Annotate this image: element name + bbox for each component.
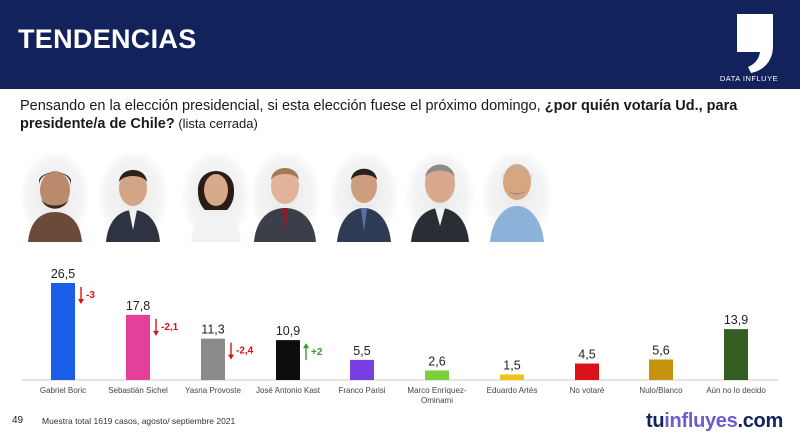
value-label-2: 11,3 xyxy=(201,323,224,337)
bar-5 xyxy=(425,370,449,380)
change-arrow-head-0 xyxy=(78,299,84,304)
value-label-5: 2,6 xyxy=(428,354,445,368)
value-label-0: 26,5 xyxy=(51,267,75,281)
bar-8 xyxy=(649,359,673,380)
brand-part-tu: tu xyxy=(646,410,665,432)
bar-9 xyxy=(724,329,748,380)
change-label-1: -2,1 xyxy=(161,322,179,333)
bar-2 xyxy=(201,338,225,380)
bar-7 xyxy=(575,363,599,380)
tick-label-9: Aún no lo decido xyxy=(706,386,766,395)
value-label-7: 4,5 xyxy=(578,348,595,362)
tick-label-2: Yasna Provoste xyxy=(185,386,241,395)
bar-6 xyxy=(500,374,524,380)
question-emphasis: ¿por quién votaría Ud., para presidente/… xyxy=(20,98,738,132)
change-label-3: +2 xyxy=(311,347,323,358)
portrait-enriquez-ominami xyxy=(405,150,475,242)
brand-label: DATA INFLUYE xyxy=(719,74,779,83)
brand-part-com: .com xyxy=(737,410,783,432)
portrait-provoste xyxy=(181,150,251,242)
question-note: (lista cerrada) xyxy=(174,116,258,131)
portrait-boric xyxy=(20,150,90,242)
tick-label-1: Sebastián Sichel xyxy=(108,386,168,395)
change-label-0: -3 xyxy=(86,290,95,301)
candidate-portraits xyxy=(0,150,800,250)
tick-label-6: Eduardo Artés xyxy=(487,386,538,395)
tick-label-3: José Antonio Kast xyxy=(256,386,321,395)
page-number: 49 xyxy=(12,415,24,426)
bar-0 xyxy=(51,283,75,380)
tick-label-4: Franco Parisi xyxy=(338,386,385,395)
tick-label-0: Gabriel Boric xyxy=(40,386,86,395)
page-title: TENDENCIAS xyxy=(18,24,197,54)
change-arrow-head-1 xyxy=(153,330,159,336)
quote-logo-icon xyxy=(737,14,773,73)
portrait-parisi xyxy=(329,150,399,242)
tick-label-8: Nulo/Blanco xyxy=(639,386,683,395)
change-arrow-head-3 xyxy=(303,343,309,349)
value-label-8: 5,6 xyxy=(652,344,669,358)
value-label-3: 10,9 xyxy=(276,324,300,338)
header-banner: TENDENCIAS DATA INFLUYE xyxy=(0,0,800,89)
sample-note: Muestra total 1619 casos, agosto/ septie… xyxy=(42,416,236,426)
portrait-sichel xyxy=(98,150,168,242)
tick-label-5: Marco Enríquez-Ominami xyxy=(407,386,466,405)
change-label-2: -2,4 xyxy=(236,346,254,357)
portrait-kast xyxy=(250,150,320,242)
value-label-4: 5,5 xyxy=(353,344,370,358)
survey-question: Pensando en la elección presidencial, si… xyxy=(20,97,790,133)
footer-brand: tuinfluyes.com xyxy=(646,410,783,433)
brand-part-influyes: influyes xyxy=(664,410,738,432)
bar-1 xyxy=(126,314,150,380)
portrait-artes xyxy=(482,150,552,242)
bar-3 xyxy=(276,340,300,380)
tick-label-7: No votaré xyxy=(570,386,605,395)
bar-4 xyxy=(350,359,374,380)
change-arrow-head-2 xyxy=(228,354,234,360)
question-text: Pensando en la elección presidencial, si… xyxy=(20,98,545,114)
value-label-9: 13,9 xyxy=(724,313,748,327)
value-label-1: 17,8 xyxy=(126,299,150,313)
vote-bar-chart: 26,5 Gabriel Boric 17,8 Sebastián Sichel 11,… xyxy=(22,267,778,405)
value-label-6: 1,5 xyxy=(503,359,520,373)
